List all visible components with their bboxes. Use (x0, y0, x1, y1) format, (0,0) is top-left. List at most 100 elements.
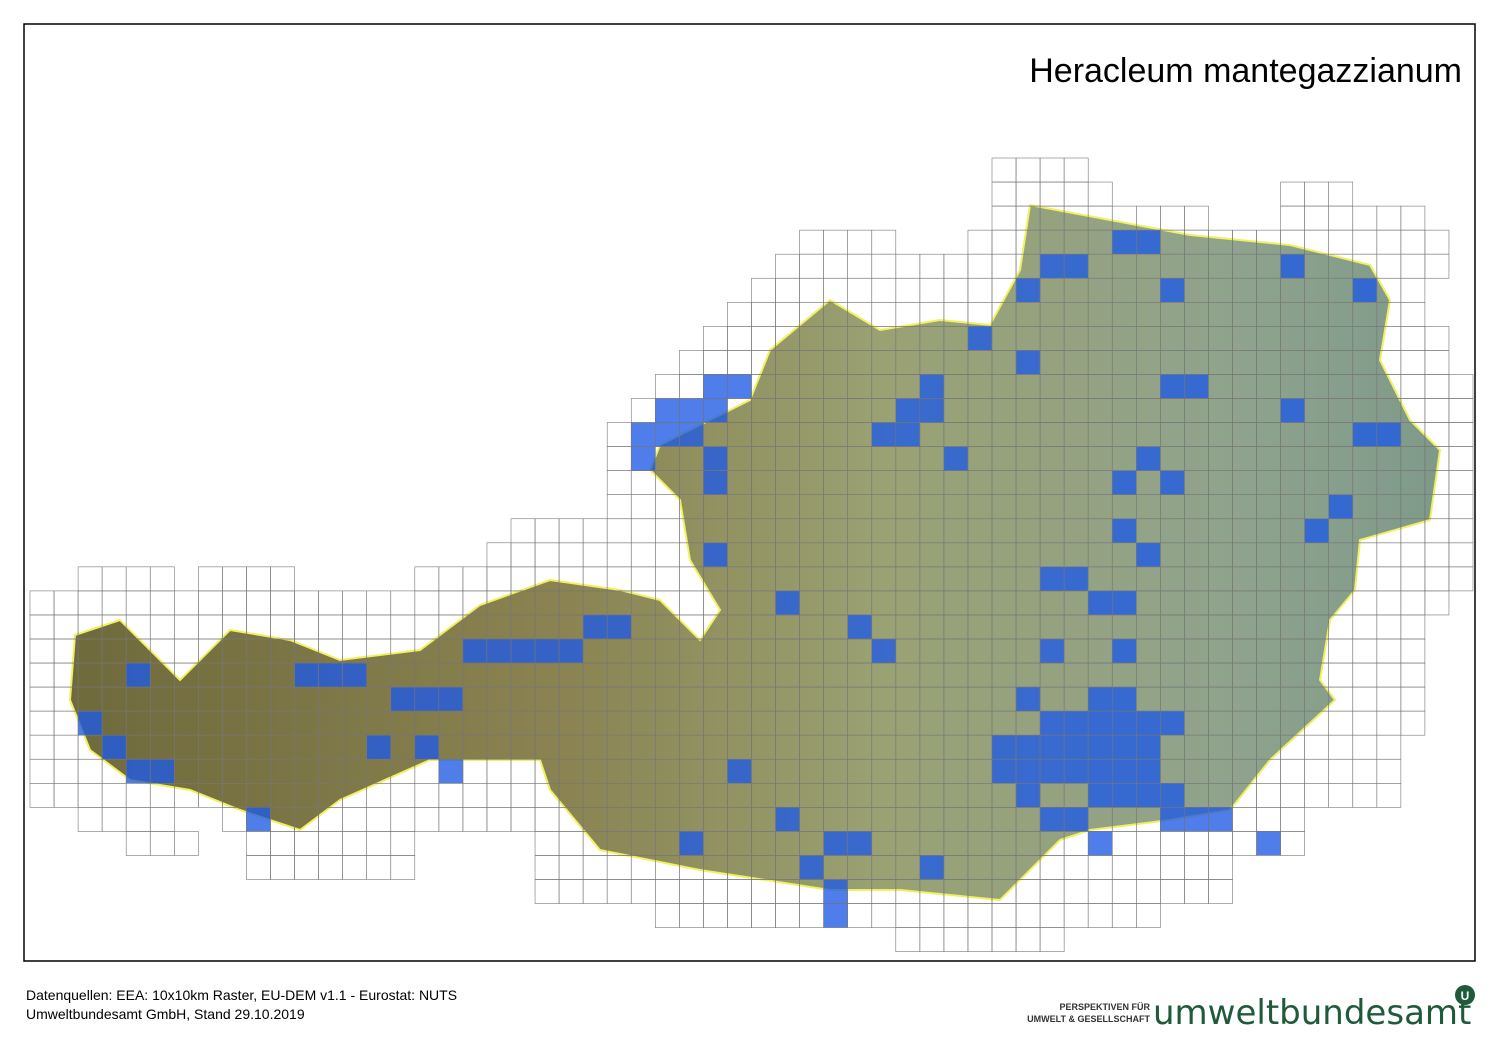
logo-badge-text: U (1461, 989, 1470, 1003)
occurrence-cell (1111, 518, 1137, 544)
logo-badge (1455, 985, 1475, 1005)
occurrence-cell (414, 734, 440, 760)
occurrence-cell (1160, 782, 1185, 808)
occurrence-cell (919, 374, 945, 399)
occurrence-cell (1087, 782, 1113, 808)
occurrence-cell (847, 614, 873, 640)
occurrence-cell (1015, 277, 1041, 303)
occurrence-cell (823, 831, 849, 856)
occurrence-cell (1063, 710, 1089, 736)
occurrence-cell (727, 374, 752, 399)
occurrence-cell (462, 638, 488, 664)
occurrence-cell (991, 758, 1017, 784)
logo-tagline: UMWELT & GESELLSCHAFT (1027, 1014, 1150, 1024)
occurrence-cell (1111, 638, 1137, 664)
occurrence-cell (823, 879, 849, 904)
grid-cell (1376, 782, 1402, 808)
occurrence-cell (1160, 374, 1185, 399)
occurrence-cell (1304, 518, 1330, 544)
source-note: Datenquellen: EEA: 10x10km Raster, EU-DE… (26, 987, 457, 1003)
occurrence-cell (1136, 710, 1161, 736)
occurrence-cell (654, 422, 680, 447)
occurrence-cell (679, 831, 704, 856)
occurrence-cell (125, 758, 151, 784)
occurrence-cell (1376, 422, 1402, 447)
occurrence-cell (1087, 734, 1113, 760)
occurrence-cell (1111, 782, 1137, 808)
occurrence-cell (414, 686, 440, 712)
occurrence-cell (294, 662, 319, 688)
occurrence-cell (342, 662, 367, 688)
grid-cell (1136, 903, 1161, 928)
occurrence-cell (1111, 470, 1137, 495)
occurrence-cell (1111, 686, 1137, 712)
occurrence-cell (1111, 710, 1137, 736)
occurrence-cell (654, 398, 680, 423)
logo-name: umweltbundesamt (1153, 993, 1471, 1033)
occurrence-cell (1039, 710, 1065, 736)
grid-cell (1280, 831, 1305, 856)
occurrence-cell (847, 831, 873, 856)
occurrence-cell (1111, 734, 1137, 760)
occurrence-cell (823, 903, 849, 928)
occurrence-cell (1184, 374, 1209, 399)
occurrence-cell (318, 662, 343, 688)
occurrence-cell (1136, 758, 1161, 784)
occurrence-cell (703, 398, 728, 423)
occurrence-cell (1087, 758, 1113, 784)
occurrence-cell (1352, 422, 1378, 447)
occurrence-cell (1160, 470, 1185, 495)
occurrence-cell (1136, 782, 1161, 808)
occurrence-cell (77, 710, 103, 736)
occurrence-cell (1015, 350, 1041, 375)
grid-cell (1424, 253, 1450, 279)
occurrence-cell (775, 807, 800, 832)
occurrence-cell (1063, 807, 1089, 832)
occurrence-cell (1039, 807, 1065, 832)
occurrence-cell (1015, 686, 1041, 712)
occurrence-cell (366, 734, 392, 760)
occurrence-cell (703, 446, 728, 471)
occurrence-cell (919, 855, 945, 880)
occurrence-cell (1039, 638, 1065, 664)
occurrence-cell (1063, 566, 1089, 592)
occurrence-cell (1063, 253, 1089, 279)
occurrence-cell (1111, 758, 1137, 784)
occurrence-cell (558, 638, 584, 664)
occurrence-cell (1015, 758, 1041, 784)
occurrence-cell (1015, 734, 1041, 760)
occurrence-cell (727, 758, 752, 784)
occurrence-cell (703, 374, 728, 399)
occurrence-cell (1280, 253, 1305, 279)
occurrence-cell (1111, 590, 1137, 616)
grid-cell (174, 831, 199, 856)
occurrence-cell (1063, 734, 1089, 760)
occurrence-cell (630, 446, 656, 471)
occurrence-cell (510, 638, 536, 664)
occurrence-cell (1039, 566, 1065, 592)
occurrence-cell (1160, 710, 1185, 736)
occurrence-cell (1087, 590, 1113, 616)
occurrence-cell (1087, 710, 1113, 736)
occurrence-cell (125, 662, 151, 688)
map-title: Heracleum mantegazzianum (1029, 52, 1462, 90)
occurrence-cell (1136, 446, 1161, 471)
logo-tagline: PERSPEKTIVEN FÜR (1059, 1002, 1150, 1012)
occurrence-cell (703, 470, 728, 495)
occurrence-cell (149, 758, 175, 784)
occurrence-cell (438, 686, 464, 712)
occurrence-cell (871, 422, 897, 447)
occurrence-cell (1039, 758, 1065, 784)
occurrence-cell (1039, 734, 1065, 760)
occurrence-cell (1015, 782, 1041, 808)
occurrence-cell (1208, 807, 1233, 832)
occurrence-cell (1328, 494, 1354, 520)
credit-note: Umweltbundesamt GmbH, Stand 29.10.2019 (26, 1006, 305, 1022)
occurrence-cell (1087, 686, 1113, 712)
occurrence-cell (1160, 277, 1185, 303)
occurrence-cell (1136, 229, 1161, 255)
occurrence-cell (390, 686, 416, 712)
occurrence-cell (943, 446, 969, 471)
